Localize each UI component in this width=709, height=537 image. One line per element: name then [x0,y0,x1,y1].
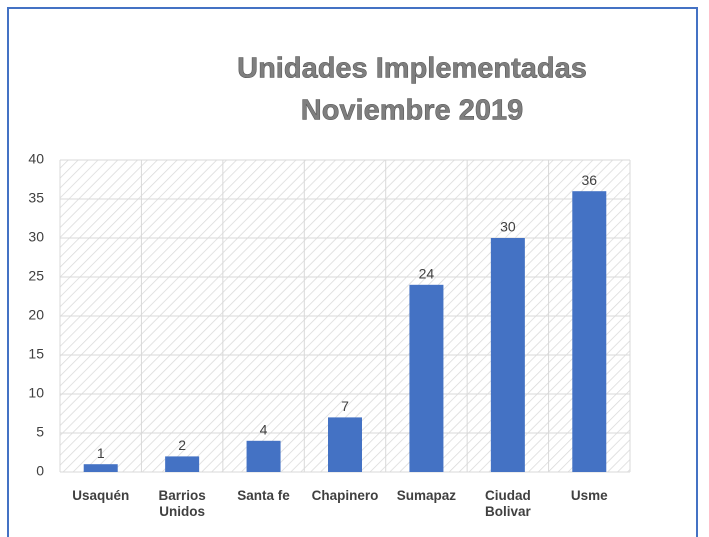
bar [165,456,200,472]
x-tick-label: Santa fe [237,488,290,503]
y-tick-label: 5 [36,424,44,440]
bar [328,417,362,472]
x-tick-label: Usme [570,488,608,503]
y-tick-label: 35 [28,190,44,206]
chart-title: Unidades Implementadas [237,53,587,85]
chart-title: Noviembre 2019 [301,95,523,127]
bar [572,191,607,472]
value-label: 7 [341,398,349,414]
x-tick-label: Barrios Unidos [158,488,206,519]
bar [490,238,525,472]
y-tick-label: 15 [28,346,44,362]
value-label: 30 [500,219,516,235]
y-tick-label: 40 [28,151,44,167]
frame [7,7,698,537]
bar [83,464,118,472]
x-tick-label: Chapinero [311,488,379,503]
y-tick-label: 25 [28,268,44,284]
value-label: 24 [419,266,435,282]
bar [409,284,444,472]
y-tick-label: 10 [28,385,44,401]
bar [246,440,281,472]
value-label: 36 [581,172,597,188]
y-tick-label: 30 [28,229,44,245]
value-label: 4 [260,422,268,438]
value-label: 1 [97,445,105,461]
x-tick-label: Ciudad Bolivar [484,488,531,519]
value-label: 2 [178,437,186,453]
y-tick-label: 0 [36,463,44,479]
x-tick-label: Usaquén [72,488,130,503]
y-tick-label: 20 [28,307,44,323]
x-tick-label: Sumapaz [396,488,457,503]
